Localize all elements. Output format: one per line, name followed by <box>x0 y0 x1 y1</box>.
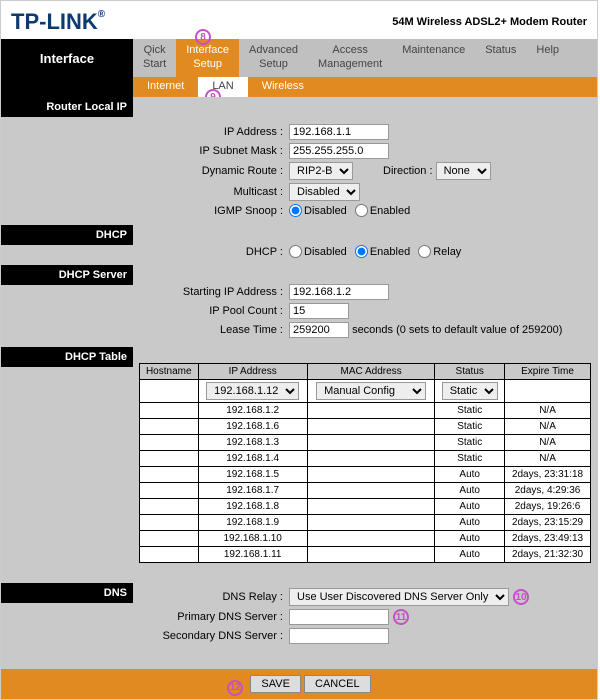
annotation-11: 11 <box>393 609 409 625</box>
table-row: 192.168.1.9Auto2days, 23:15:29 <box>140 515 591 531</box>
direction-select[interactable]: None <box>436 162 491 180</box>
table-header: Status <box>435 364 505 380</box>
sub-nav: InternetLANWireless9 <box>1 77 597 97</box>
label-direction: Direction : <box>383 165 433 177</box>
igmp-radio-group: Disabled Enabled <box>289 204 410 217</box>
main-panel: IP Address : IP Subnet Mask : Dynamic Ro… <box>133 97 597 669</box>
lease-suffix: seconds (0 sets to default value of 2592… <box>352 324 562 336</box>
section-dns: DNS <box>1 583 133 603</box>
dhcp-disabled-radio[interactable] <box>289 245 302 258</box>
label-primary-dns: Primary DNS Server : <box>139 611 289 623</box>
table-row: 192.168.1.5Auto2days, 23:31:18 <box>140 467 591 483</box>
product-name: 54M Wireless ADSL2+ Modem Router <box>392 16 587 28</box>
table-mac-select[interactable]: Manual Config <box>316 382 426 400</box>
brand-logo: TP-LINK® <box>11 9 105 35</box>
annotation-12: 12 <box>227 680 243 696</box>
label-multicast: Multicast : <box>139 186 289 198</box>
igmp-enabled-radio[interactable] <box>355 204 368 217</box>
save-button[interactable]: SAVE <box>250 675 301 693</box>
table-ip-select[interactable]: 192.168.1.12 <box>206 382 299 400</box>
bottom-bar: 12 SAVE CANCEL <box>1 669 597 699</box>
subnet-input[interactable] <box>289 143 389 159</box>
subnav-tab-lan[interactable]: LAN <box>198 77 247 97</box>
topnav-tab-1[interactable]: InterfaceSetup <box>176 39 239 77</box>
table-row: 192.168.1.3StaticN/A <box>140 435 591 451</box>
dhcp-table: HostnameIP AddressMAC AddressStatusExpir… <box>139 363 591 563</box>
table-control-row: 192.168.1.12 Manual Config Static <box>140 380 591 403</box>
table-header: Expire Time <box>505 364 591 380</box>
topnav-tab-2[interactable]: AdvancedSetup <box>239 39 308 77</box>
section-dhcp: DHCP <box>1 225 133 245</box>
subnav-tab-internet[interactable]: Internet <box>133 77 198 97</box>
topnav-tab-0[interactable]: QickStart <box>133 39 176 77</box>
topnav-tab-4[interactable]: Maintenance <box>392 39 475 77</box>
table-header: MAC Address <box>307 364 435 380</box>
dynamic-route-select[interactable]: RIP2-B <box>289 162 353 180</box>
label-subnet: IP Subnet Mask : <box>139 145 289 157</box>
table-row: 192.168.1.4StaticN/A <box>140 451 591 467</box>
side-column: Router Local IP DHCP DHCP Server DHCP Ta… <box>1 97 133 669</box>
dns-relay-select[interactable]: Use User Discovered DNS Server Only <box>289 588 509 606</box>
section-router-local-ip: Router Local IP <box>1 97 133 117</box>
label-igmp: IGMP Snoop : <box>139 205 289 217</box>
interface-title: Interface <box>1 39 133 77</box>
label-dhcp-mode: DHCP : <box>139 246 289 258</box>
multicast-select[interactable]: Disabled <box>289 183 360 201</box>
dhcp-radio-group: Disabled Enabled Relay <box>289 245 461 258</box>
table-row: 192.168.1.6StaticN/A <box>140 419 591 435</box>
igmp-disabled-radio[interactable] <box>289 204 302 217</box>
subnav-tab-wireless[interactable]: Wireless <box>248 77 318 97</box>
topnav-tab-6[interactable]: Help <box>526 39 569 77</box>
label-start-ip: Starting IP Address : <box>139 286 289 298</box>
table-header: Hostname <box>140 364 199 380</box>
label-ip-address: IP Address : <box>139 126 289 138</box>
table-row: 192.168.1.2StaticN/A <box>140 403 591 419</box>
table-status-select[interactable]: Static <box>442 382 498 400</box>
label-dynamic-route: Dynamic Route : <box>139 165 289 177</box>
table-row: 192.168.1.11Auto2days, 21:32:30 <box>140 547 591 563</box>
top-nav: Interface QickStartInterfaceSetupAdvance… <box>1 39 597 77</box>
cancel-button[interactable]: CANCEL <box>304 675 371 693</box>
annotation-10: 10 <box>513 589 529 605</box>
section-dhcp-table: DHCP Table <box>1 347 133 367</box>
table-row: 192.168.1.7Auto2days, 4:29:36 <box>140 483 591 499</box>
label-lease: Lease Time : <box>139 324 289 336</box>
header: TP-LINK® 54M Wireless ADSL2+ Modem Route… <box>1 1 597 39</box>
topnav-tab-5[interactable]: Status <box>475 39 526 77</box>
topnav-tab-3[interactable]: AccessManagement <box>308 39 392 77</box>
ip-address-input[interactable] <box>289 124 389 140</box>
primary-dns-input[interactable] <box>289 609 389 625</box>
table-header: IP Address <box>198 364 307 380</box>
table-row: 192.168.1.10Auto2days, 23:49:13 <box>140 531 591 547</box>
label-dns-relay: DNS Relay : <box>139 591 289 603</box>
section-dhcp-server: DHCP Server <box>1 265 133 285</box>
label-pool: IP Pool Count : <box>139 305 289 317</box>
secondary-dns-input[interactable] <box>289 628 389 644</box>
label-secondary-dns: Secondary DNS Server : <box>139 630 289 642</box>
table-row: 192.168.1.8Auto2days, 19:26:6 <box>140 499 591 515</box>
start-ip-input[interactable] <box>289 284 389 300</box>
pool-input[interactable] <box>289 303 349 319</box>
dhcp-relay-radio[interactable] <box>418 245 431 258</box>
lease-input[interactable] <box>289 322 349 338</box>
dhcp-enabled-radio[interactable] <box>355 245 368 258</box>
